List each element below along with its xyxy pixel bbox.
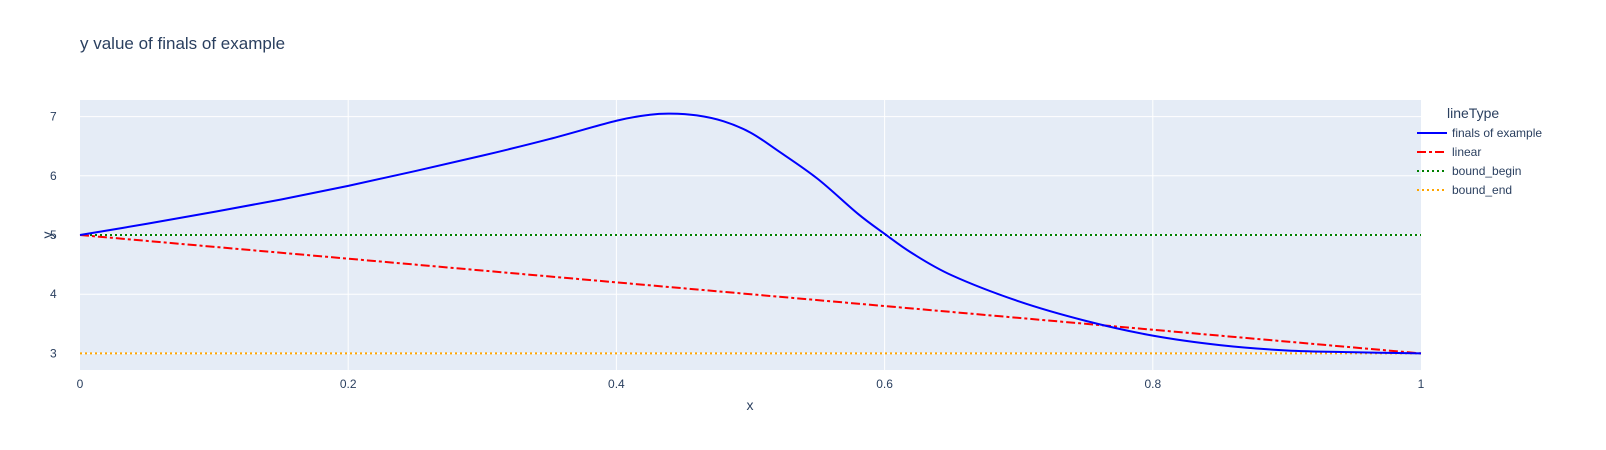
x-tick-label: 0.6	[876, 377, 893, 391]
legend-label: linear	[1452, 145, 1481, 159]
y-tick-label: 3	[50, 346, 57, 360]
legend: lineType finals of example linear bound_be…	[1417, 105, 1542, 197]
legend-label: finals of example	[1452, 126, 1542, 140]
x-tick-label: 0	[77, 377, 84, 391]
x-tick-label: 0.8	[1144, 377, 1161, 391]
y-tick-label: 6	[50, 169, 57, 183]
chart-title: y value of finals of example	[80, 34, 285, 53]
series-line-finals-of-example	[79, 112, 1422, 355]
x-axis-title: x	[747, 397, 754, 413]
axis-ticks: 0 0.2 0.4 0.6 0.8 1 3 4 5 6 7	[50, 110, 1425, 391]
legend-title: lineType	[1447, 105, 1499, 121]
x-tick-label: 0.2	[340, 377, 357, 391]
x-tick-label: 1	[1418, 377, 1425, 391]
legend-label: bound_end	[1452, 183, 1512, 197]
y-axis-title: y	[39, 232, 55, 239]
series-line-linear	[79, 234, 1422, 355]
y-tick-label: 7	[50, 110, 57, 124]
legend-label: bound_begin	[1452, 164, 1521, 178]
series-lines	[79, 112, 1422, 355]
x-tick-label: 0.4	[608, 377, 625, 391]
y-tick-label: 4	[50, 287, 57, 301]
legend-items: finals of example linear bound_begin bound_…	[1417, 126, 1542, 197]
y-tick-label: 5	[50, 228, 57, 242]
